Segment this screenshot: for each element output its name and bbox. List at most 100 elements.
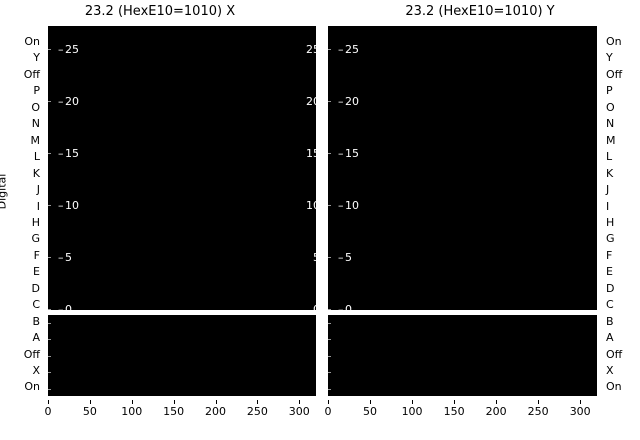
category-label-right-3: P — [606, 84, 613, 98]
panel-y-x-tick-label-50: 50 — [363, 405, 378, 418]
category-label-right-7: L — [606, 150, 613, 164]
panel-x-bottom-tick-mark-3 — [48, 372, 51, 374]
category-label-right-5: N — [606, 117, 615, 131]
category-label-left-15: D — [31, 281, 40, 295]
panel-y-y-tick-label-left-0: –0 — [338, 303, 352, 316]
panel-x-x-tick-mark-100 — [131, 400, 133, 404]
panel-x-x-tick-label-200: 200 — [205, 405, 226, 418]
category-label-left-0: On — [24, 35, 40, 48]
category-label-left-17: B — [32, 314, 40, 328]
category-label-left-6: M — [30, 133, 41, 147]
panel-y-axes-stack[interactable]: –25 –20 –15 –10 –5 –0 — [328, 26, 597, 396]
panel-x-bottom-tick-mark-0 — [48, 323, 51, 324]
panel-x-y-tick-label-right-15: 15 — [306, 147, 316, 160]
category-label-left-12: G — [31, 232, 40, 246]
category-label-right-10: I — [606, 199, 610, 213]
category-label-right-15: D — [606, 281, 615, 295]
category-label-right-14: E — [606, 265, 613, 279]
panel-x-y-tick-label-left-15: –15 — [58, 147, 79, 160]
panel-x-plot-area-bottom[interactable] — [48, 315, 316, 396]
category-label-left-13: F — [33, 248, 40, 262]
panel-y-x-tick-label-100: 100 — [401, 405, 423, 418]
category-label-left-19: Off — [23, 347, 40, 361]
panel-x-y-tick-label-left-10: –10 — [58, 199, 79, 212]
panel-x-x-tick-mark-0 — [48, 400, 49, 404]
panel-y-plot-area-bottom[interactable] — [328, 315, 597, 396]
panel-y-title: 23.2 (HexE10=1010) Y — [405, 4, 555, 19]
panel-x-y-tick-mark-0 — [48, 309, 51, 310]
panel-x-x-tick-mark-250 — [257, 400, 259, 404]
category-label-left-11: H — [31, 215, 40, 229]
panel-x-x-tick-label-250: 250 — [246, 405, 268, 418]
panel-y-y-tick-mark-0 — [328, 309, 331, 310]
category-label-right-17: B — [606, 314, 614, 328]
panel-x-title: 23.2 (HexE10=1010) X — [84, 4, 236, 19]
panel-y-plot-area-top[interactable]: –25 –20 –15 –10 –5 –0 — [328, 26, 597, 315]
panel-y-y-tick-mark-20 — [328, 101, 331, 102]
panel-y-y-tick-label-left-20: –20 — [338, 95, 359, 108]
category-label-left-1: Y — [33, 51, 40, 65]
category-label-right-11: H — [606, 215, 615, 229]
panel-y-x-tick-mark-200 — [496, 400, 498, 404]
panel-y-x-tick-mark-300 — [580, 400, 582, 404]
category-label-right-20: X — [606, 364, 614, 377]
category-label-left-5: N — [31, 117, 40, 131]
panel-x-plot-area-top[interactable]: –25 25 –20 20 –15 15 –10 10 –5 5 –0 0 — [48, 26, 316, 315]
panel-y-x-tick-label-300: 300 — [569, 405, 591, 418]
category-label-right-12: G — [606, 232, 615, 246]
panel-x-x-tick-label-300: 300 — [288, 405, 310, 418]
panel-x-y-tick-mark-15 — [48, 153, 51, 154]
panel-y-y-tick-label-left-25: –25 — [338, 43, 359, 56]
category-label-right-18: A — [606, 331, 614, 345]
category-label-right-13: F — [606, 248, 613, 262]
panel-y-x-tick-label-200: 200 — [485, 405, 507, 418]
panel-y-x-tick-label-250: 250 — [527, 405, 549, 418]
panel-x-x-tick-mark-200 — [215, 400, 217, 404]
panel-x-y-tick-label-left-0: –0 — [58, 303, 72, 316]
panel-x-y-tick-mark-5 — [48, 257, 51, 258]
panel-x-x-axis: 0 50 100 150 200 250 300 — [44, 396, 316, 426]
category-label-right-1: Y — [606, 51, 613, 65]
category-label-right-9: J — [606, 183, 610, 197]
panel-x-x-tick-label-100: 100 — [121, 405, 143, 418]
panel-x-axes-stack[interactable]: –25 25 –20 20 –15 15 –10 10 –5 5 –0 0 — [48, 26, 316, 396]
category-axis-left: On Y Off P O N M L K J I H G F E D C B A Off X On — [0, 26, 44, 396]
panel-x-bottom-tick-mark-2 — [48, 355, 51, 357]
category-label-right-6: M — [606, 133, 616, 147]
category-label-left-21: On — [24, 380, 40, 394]
panel-y-y-tick-label-left-10: –10 — [338, 199, 359, 212]
panel-x-x-tick-mark-50 — [89, 400, 91, 404]
panel-x-y-tick-label-right-25: 25 — [306, 43, 316, 56]
panel-y-y-tick-mark-25 — [328, 49, 331, 50]
panel-x-x-tick-label-150: 150 — [163, 405, 185, 418]
panel-x-x-tick-mark-300 — [299, 400, 301, 404]
panel-y-x-tick-label-150: 150 — [443, 405, 465, 418]
category-label-left-18: A — [32, 331, 40, 345]
panel-x-y-tick-mark-20 — [48, 101, 51, 102]
panel-x-y-tick-label-right-0: 0 — [313, 304, 316, 315]
panel-x-y-tick-label-left-25: –25 — [58, 43, 79, 56]
panel-y-bottom-tick-mark-0 — [328, 323, 331, 324]
panel-x-y-tick-mark-25 — [48, 49, 51, 50]
panel-y-bottom-tick-mark-1 — [328, 339, 331, 341]
category-axis-right: On Y Off P O N M L K J I H G F E D C B A Off X On — [602, 26, 640, 396]
panel-y-y-tick-mark-10 — [328, 205, 331, 206]
panel-y-x-tick-mark-100 — [412, 400, 414, 404]
panel-y: 23.2 (HexE10=1010) Y –25 –20 –15 –10 –5 –0 0 5… — [320, 0, 640, 440]
category-label-left-8: K — [32, 166, 40, 180]
category-label-right-2: Off — [606, 67, 623, 81]
panel-x-x-tick-label-50: 50 — [82, 405, 97, 418]
panel-y-bottom-tick-mark-2 — [328, 355, 331, 357]
category-label-right-19: Off — [606, 347, 623, 361]
panel-x-y-tick-label-right-20: 20 — [306, 95, 316, 108]
panel-y-y-tick-mark-15 — [328, 153, 331, 154]
category-label-right-16: C — [606, 298, 614, 312]
category-label-right-21: On — [606, 380, 622, 394]
panel-y-x-tick-mark-250 — [538, 400, 540, 404]
category-label-right-4: O — [606, 100, 615, 114]
category-label-left-9: J — [36, 183, 40, 197]
panel-y-y-tick-label-left-5: –5 — [338, 251, 352, 264]
panel-x-x-tick-label-0: 0 — [44, 405, 52, 418]
panel-y-bottom-tick-mark-4 — [328, 388, 331, 390]
